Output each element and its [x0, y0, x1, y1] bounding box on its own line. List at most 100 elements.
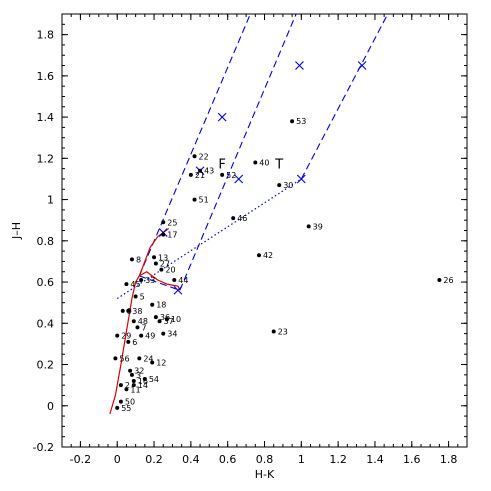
- x-tick-label: 0.2: [145, 453, 163, 466]
- x-tick-label: 1.8: [440, 453, 458, 466]
- x-tick-label: -0.2: [70, 453, 91, 466]
- point-label: 33: [145, 276, 155, 285]
- point-label: 24: [143, 354, 153, 363]
- point-label: 8: [136, 255, 141, 264]
- point-label: 6: [132, 338, 137, 347]
- point-label: 26: [443, 276, 453, 285]
- cross-marker: [234, 174, 244, 184]
- cross-marker: [173, 285, 183, 295]
- data-point: [124, 282, 129, 287]
- data-point: [157, 319, 162, 324]
- x-axis-label: H-K: [255, 468, 275, 481]
- dotted-locus-line: [116, 178, 302, 300]
- point-label: 30: [283, 181, 293, 190]
- point-label: 43: [204, 167, 214, 176]
- point-label: 40: [259, 158, 269, 167]
- data-point: [126, 308, 131, 313]
- y-tick-label: 0.8: [37, 235, 55, 248]
- point-label: 53: [296, 117, 306, 126]
- point-label: 48: [138, 317, 148, 326]
- data-point: [150, 302, 155, 307]
- data-point: [152, 255, 157, 260]
- dashed-reddening-line: [139, 275, 181, 291]
- point-label: 25: [167, 218, 177, 227]
- data-point: [253, 160, 258, 165]
- point-label: 39: [313, 222, 323, 231]
- main-sequence-curve: [109, 275, 140, 415]
- data-point: [150, 360, 155, 365]
- point-label: 32: [134, 367, 144, 376]
- cross-marker: [296, 174, 306, 184]
- data-point: [161, 331, 166, 336]
- point-label: 21: [195, 171, 205, 180]
- point-label: 16: [138, 377, 148, 386]
- point-label: 10: [171, 315, 181, 324]
- point-label: 7: [141, 323, 146, 332]
- data-point: [131, 383, 136, 388]
- dashed-reddening-line: [179, 14, 297, 291]
- data-point: [153, 315, 158, 320]
- point-label: 27: [160, 259, 170, 268]
- point-label: 37: [164, 317, 174, 326]
- point-label: 12: [156, 358, 166, 367]
- data-point: [192, 197, 197, 202]
- data-point: [131, 319, 136, 324]
- point-label: 38: [132, 307, 142, 316]
- y-tick-label: 0.6: [37, 276, 55, 289]
- reference-lines: [109, 14, 389, 415]
- point-label: 5: [140, 292, 145, 301]
- y-tick-label: -0.2: [33, 441, 54, 454]
- data-point: [129, 372, 134, 377]
- data-point: [128, 368, 133, 373]
- data-point: [231, 216, 236, 221]
- point-label: 52: [226, 171, 236, 180]
- data-point: [120, 308, 125, 313]
- dashed-reddening-line: [300, 14, 389, 180]
- data-point: [118, 383, 123, 388]
- data-point: [164, 317, 169, 322]
- data-point: [139, 277, 144, 282]
- point-label: 22: [199, 152, 209, 161]
- point-label: 49: [145, 332, 155, 341]
- region-annotation: F: [218, 158, 225, 173]
- x-tick-label: 0: [114, 453, 121, 466]
- data-point: [139, 333, 144, 338]
- point-label: 18: [156, 301, 166, 310]
- data-point: [161, 220, 166, 225]
- point-label: 11: [130, 385, 140, 394]
- data-point: [159, 267, 164, 272]
- data-point: [192, 154, 197, 159]
- data-point: [153, 261, 158, 266]
- y-tick-label: 0.2: [37, 359, 55, 372]
- data-point: [131, 379, 136, 384]
- data-point: [220, 172, 225, 177]
- data-point: [161, 232, 166, 237]
- y-tick-label: 0.4: [37, 317, 55, 330]
- plot-frame: [61, 13, 468, 448]
- cross-marker: [217, 112, 227, 122]
- x-tick-label: 0.6: [219, 453, 237, 466]
- point-label: 20: [165, 266, 175, 275]
- y-tick-label: 1.2: [37, 152, 55, 165]
- data-point: [124, 387, 129, 392]
- point-label: 17: [167, 231, 177, 240]
- point-label: 50: [125, 398, 135, 407]
- data-point: [306, 224, 311, 229]
- data-point: [137, 356, 142, 361]
- y-tick-label: 1.6: [37, 70, 55, 83]
- point-label: 13: [158, 253, 168, 262]
- data-point: [198, 168, 203, 173]
- data-point: [142, 376, 147, 381]
- main-sequence-curve: [139, 271, 181, 291]
- point-label: 9: [127, 307, 132, 316]
- data-point: [135, 325, 140, 330]
- data-point: [133, 294, 138, 299]
- cross-marker: [295, 61, 304, 70]
- point-label: 54: [149, 375, 159, 384]
- point-label: 44: [178, 276, 188, 285]
- y-tick-label: 1.8: [37, 29, 55, 42]
- x-tick-label: 0.8: [256, 453, 274, 466]
- data-point: [115, 333, 120, 338]
